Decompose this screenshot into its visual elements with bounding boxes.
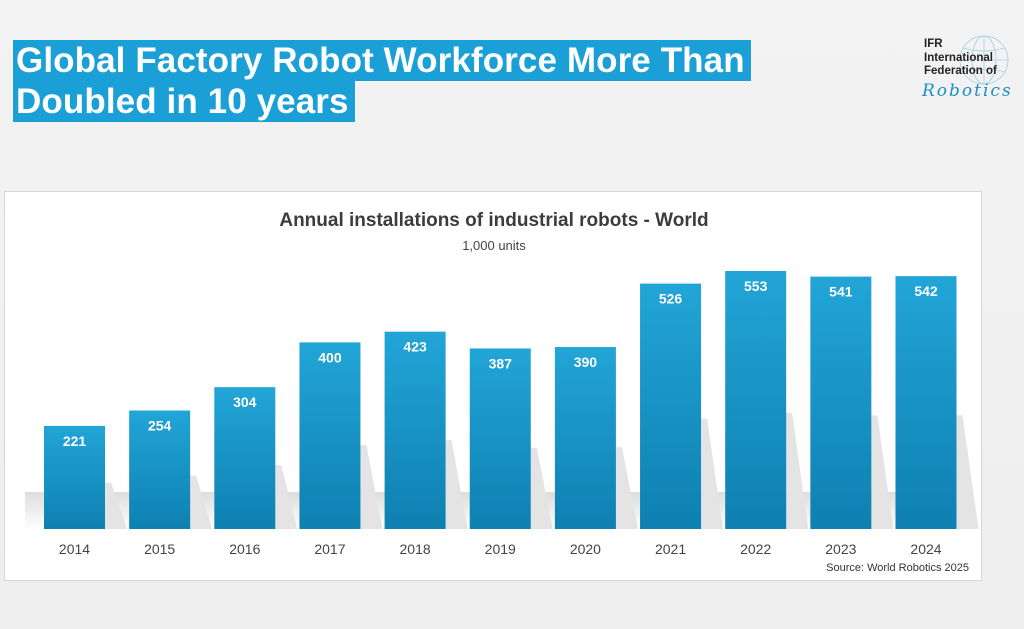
x-tick-label: 2020	[570, 541, 601, 557]
x-tick-label: 2023	[825, 541, 856, 557]
x-tick-label: 2017	[314, 541, 345, 557]
bar-shadow	[871, 415, 894, 529]
bar-2020	[554, 347, 616, 529]
logo-text-line-1: IFR	[924, 38, 943, 50]
bar-shadow	[786, 412, 809, 529]
bar-shadow	[615, 447, 638, 529]
bar-2019	[469, 348, 531, 529]
data-label: 541	[829, 284, 853, 300]
logo-text-line-3: Federation of	[924, 65, 997, 77]
x-tick-label: 2018	[400, 541, 431, 557]
x-tick-label: 2021	[655, 541, 686, 557]
bar-shadow	[445, 440, 468, 529]
bar-shadow	[190, 475, 213, 529]
chart-panel: 221 2014 254 2015 304 2016 400 2017 423 2018 387 20…	[4, 191, 982, 581]
bar-2016	[214, 387, 276, 529]
globe-icon	[959, 35, 1009, 85]
x-tick-label: 2019	[485, 541, 516, 557]
data-label: 387	[489, 355, 513, 371]
logo-text-line-2: International	[924, 51, 994, 64]
bar-chart: 221 2014 254 2015 304 2016 400 2017 423 2018 387 20…	[25, 271, 979, 557]
bar-2024	[895, 276, 957, 529]
bar-shadow	[275, 465, 298, 529]
bar-shadow	[530, 447, 553, 529]
logo-text: IFR International Federation of	[924, 38, 997, 79]
headline-line-1: Global Factory Robot Workforce More Than	[13, 40, 751, 81]
data-label: 526	[659, 291, 683, 307]
bar-2021	[640, 283, 702, 529]
data-label: 221	[63, 433, 87, 449]
data-label: 423	[403, 339, 427, 355]
x-tick-label: 2022	[740, 541, 771, 557]
headline: Global Factory Robot Workforce More Than…	[13, 40, 833, 122]
data-label: 542	[914, 283, 938, 299]
bar-2023	[810, 276, 872, 529]
data-label: 400	[318, 349, 342, 365]
bar-2017	[299, 342, 361, 529]
bar-2015	[129, 410, 191, 529]
source-note: Source: World Robotics 2025	[826, 562, 969, 574]
x-tick-label: 2014	[59, 541, 90, 557]
x-tick-label: 2015	[144, 541, 175, 557]
data-label: 553	[744, 278, 768, 294]
bars-group: 221 2014 254 2015 304 2016 400 2017 423 2018 387 20…	[44, 271, 979, 557]
bar-shadow	[360, 445, 383, 529]
bar-shadow	[701, 418, 724, 529]
bar-2018	[384, 331, 446, 529]
bar-shadow	[105, 482, 127, 529]
chart-title: Annual installations of industrial robot…	[279, 210, 709, 231]
data-label: 254	[148, 417, 172, 433]
data-label: 304	[233, 394, 257, 410]
bar-2022	[725, 271, 787, 529]
chart-subtitle: 1,000 units	[462, 238, 526, 253]
ifr-logo: IFR International Federation of Robotics	[918, 34, 1018, 106]
headline-line-2: Doubled in 10 years	[13, 81, 355, 122]
x-tick-label: 2016	[229, 541, 260, 557]
data-label: 390	[574, 354, 598, 370]
bar-2014	[44, 425, 105, 529]
bar-shadow	[956, 415, 979, 529]
logo-wordmark: Robotics	[922, 81, 1013, 101]
x-tick-label: 2024	[910, 541, 941, 557]
